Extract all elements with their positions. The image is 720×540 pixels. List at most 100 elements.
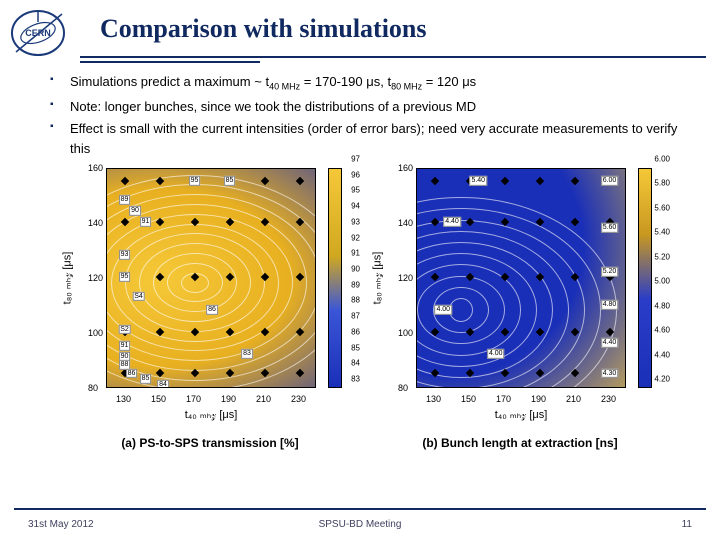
cbar-tick: 88	[351, 296, 360, 305]
value-label: 5.20	[601, 267, 619, 277]
data-marker	[430, 177, 438, 185]
value-label: 83	[241, 349, 253, 359]
value-label: 91	[140, 217, 152, 227]
chart-a-plot: t₈₀ ₘₕ𝓏 [μs] 95858990919395S4S2919088868…	[60, 160, 360, 430]
data-marker	[535, 177, 543, 185]
xtick: 150	[151, 394, 166, 404]
chart-b-plot: t₈₀ ₘₕ𝓏 [μs] 5.40 6.00 4.40 5.60 5.20 4.00 4.8…	[370, 160, 670, 430]
value-label: 86	[126, 368, 138, 378]
value-label: 86	[206, 305, 218, 315]
title-underline	[80, 56, 706, 58]
cbar-tick: 4.60	[654, 326, 670, 335]
title-underline-short	[80, 61, 260, 63]
xtick: 170	[496, 394, 511, 404]
cbar-tick: 5.40	[654, 228, 670, 237]
chart-b-xlabel: t₄₀ ₘₕ𝓏 [μs]	[416, 408, 626, 422]
data-marker	[120, 177, 128, 185]
chart-a-caption: (a) PS-to-SPS transmission [%]	[121, 436, 298, 450]
value-label: 91	[119, 341, 131, 351]
chart-a-ylabel: t₈₀ ₘₕ𝓏 [μs]	[60, 168, 74, 388]
data-marker	[295, 369, 303, 377]
value-label: 4.40	[443, 217, 461, 227]
cbar-tick: 6.00	[654, 155, 670, 164]
footer-line	[14, 508, 706, 510]
value-label: 5.60	[601, 223, 619, 233]
xtick: 230	[291, 394, 306, 404]
bullet-2: Note: longer bunches, since we took the …	[50, 97, 690, 117]
ytick: 120	[88, 273, 103, 283]
value-label: 4.80	[601, 300, 619, 310]
cbar-tick: 5.60	[654, 203, 670, 212]
cbar-tick: 5.80	[654, 179, 670, 188]
value-label: 4.30	[601, 368, 619, 378]
xtick: 210	[566, 394, 581, 404]
value-label: 5.40	[469, 176, 487, 186]
bullet-list: Simulations predict a maximum ~ t40 MHz …	[50, 72, 690, 161]
cbar-tick: 83	[351, 375, 360, 384]
xtick: 170	[186, 394, 201, 404]
value-label: 90	[129, 206, 141, 216]
ytick: 80	[398, 383, 408, 393]
value-label: 93	[119, 250, 131, 260]
footer-page: 11	[682, 519, 692, 530]
chart-a: t₈₀ ₘₕ𝓏 [μs] 95858990919395S4S2919088868…	[60, 160, 360, 450]
bullet-3: Effect is small with the current intensi…	[50, 119, 690, 159]
cbar-tick: 97	[351, 155, 360, 164]
value-label: S2	[118, 324, 131, 334]
footer-meeting: SPSU-BD Meeting	[0, 519, 720, 530]
cbar-tick: 96	[351, 170, 360, 179]
xtick: 130	[116, 394, 131, 404]
cbar-tick: 94	[351, 202, 360, 211]
xtick: 150	[461, 394, 476, 404]
bullet-1: Simulations predict a maximum ~ t40 MHz …	[50, 72, 690, 95]
chart-b-colorbar	[638, 168, 652, 388]
value-label: 84	[157, 379, 169, 388]
chart-b: t₈₀ ₘₕ𝓏 [μs] 5.40 6.00 4.40 5.60 5.20 4.00 4.8…	[370, 160, 670, 450]
charts-row: t₈₀ ₘₕ𝓏 [μs] 95858990919395S4S2919088868…	[30, 160, 700, 450]
value-label: S4	[132, 291, 145, 301]
chart-b-axes: 5.406.004.405.605.204.004.804.004.404.30	[416, 168, 626, 388]
value-label: 89	[119, 195, 131, 205]
cbar-tick: 84	[351, 359, 360, 368]
data-marker	[295, 177, 303, 185]
ytick: 100	[88, 328, 103, 338]
data-marker	[570, 177, 578, 185]
chart-a-colorbar	[328, 168, 342, 388]
data-marker	[260, 177, 268, 185]
cbar-tick: 86	[351, 327, 360, 336]
xtick: 210	[256, 394, 271, 404]
cbar-tick: 92	[351, 233, 360, 242]
value-label: 85	[140, 374, 152, 384]
value-label: 95	[189, 176, 201, 186]
value-label: 6.00	[601, 176, 619, 186]
data-marker	[570, 218, 578, 226]
chart-a-xlabel: t₄₀ ₘₕ𝓏 [μs]	[106, 408, 316, 422]
cbar-tick: 93	[351, 217, 360, 226]
value-label: 85	[224, 176, 236, 186]
cbar-tick: 85	[351, 343, 360, 352]
chart-a-axes: 95858990919395S4S29190888685848683	[106, 168, 316, 388]
svg-text:CERN: CERN	[25, 28, 51, 38]
data-marker	[500, 177, 508, 185]
cbar-tick: 4.40	[654, 350, 670, 359]
page-title: Comparison with simulations	[100, 14, 700, 44]
chart-a-cbar-ticks: 838485868788899091929394959697	[344, 168, 360, 388]
ytick: 160	[88, 163, 103, 173]
xtick: 130	[426, 394, 441, 404]
value-label: 95	[119, 272, 131, 282]
cbar-tick: 4.20	[654, 375, 670, 384]
xtick: 190	[221, 394, 236, 404]
value-label: 4.00	[487, 349, 505, 359]
chart-b-ylabel: t₈₀ ₘₕ𝓏 [μs]	[370, 168, 384, 388]
cbar-tick: 87	[351, 312, 360, 321]
cern-logo: CERN	[8, 8, 68, 58]
cbar-tick: 89	[351, 280, 360, 289]
xtick: 190	[531, 394, 546, 404]
cbar-tick: 95	[351, 186, 360, 195]
cbar-tick: 90	[351, 265, 360, 274]
ytick: 120	[398, 273, 413, 283]
value-label: 4.40	[601, 338, 619, 348]
ytick: 80	[88, 383, 98, 393]
cbar-tick: 4.80	[654, 301, 670, 310]
chart-b-caption: (b) Bunch length at extraction [ns]	[422, 436, 617, 450]
